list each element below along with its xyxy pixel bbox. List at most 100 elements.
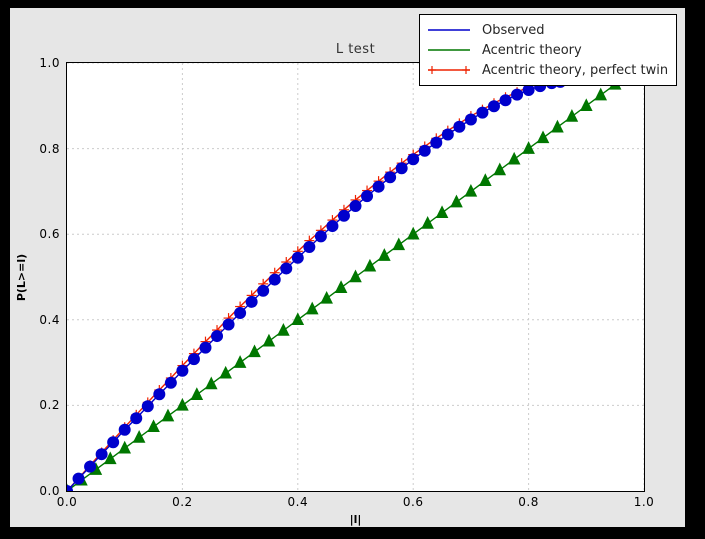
marker-triangle xyxy=(334,280,348,293)
y-tick-label: 0.6 xyxy=(39,227,60,242)
marker-triangle xyxy=(435,205,449,219)
marker-triangle xyxy=(579,98,593,112)
figure-canvas: L test P(L>=l) 0.0 0.2 0.4 0.6 0.8 1.0 0.0 0.2… xyxy=(10,8,685,527)
marker-triangle xyxy=(305,301,319,315)
marker-triangle xyxy=(493,162,507,176)
marker-circle xyxy=(199,341,212,354)
marker-triangle xyxy=(320,290,333,304)
marker-triangle xyxy=(277,323,290,336)
legend-label-acentric-theory: Acentric theory xyxy=(482,42,582,58)
marker-circle xyxy=(511,88,524,101)
marker-circle xyxy=(222,318,235,331)
marker-triangle xyxy=(132,430,146,443)
marker-circle xyxy=(464,113,477,126)
series-acentric-theory xyxy=(67,63,644,491)
legend-swatch-acentric-theory-perfect-twin xyxy=(428,66,470,74)
marker-triangle xyxy=(161,408,175,422)
marker-circle xyxy=(257,284,270,297)
marker-triangle xyxy=(479,173,492,186)
x-tick-label: 0.6 xyxy=(402,495,424,509)
marker-triangle xyxy=(594,87,608,101)
marker-circle xyxy=(280,262,293,275)
marker-triangle xyxy=(190,387,204,400)
grid-lines xyxy=(67,63,644,491)
marker-circle xyxy=(107,436,120,449)
marker-circle xyxy=(245,295,258,308)
marker-triangle xyxy=(103,451,117,465)
marker-triangle xyxy=(406,226,420,240)
marker-triangle xyxy=(363,258,377,272)
marker-triangle xyxy=(118,440,132,454)
marker-triangle xyxy=(522,141,535,154)
marker-triangle xyxy=(291,312,305,326)
marker-triangle xyxy=(262,333,276,347)
marker-circle xyxy=(395,162,408,175)
marker-triangle xyxy=(349,269,362,283)
chart-title: L test xyxy=(335,42,376,57)
x-tick-label: 1.0 xyxy=(633,495,655,509)
marker-circle xyxy=(176,364,189,377)
legend-item-acentric-theory: Acentric theory xyxy=(426,40,668,60)
marker-triangle xyxy=(248,344,261,358)
series-observed xyxy=(67,75,567,491)
marker-triangle xyxy=(450,194,463,208)
legend-swatch-acentric-theory xyxy=(428,49,470,51)
legend-item-acentric-theory-perfect-twin: Acentric theory, perfect twin xyxy=(426,60,668,80)
marker-triangle xyxy=(464,183,478,197)
marker-triangle xyxy=(565,109,579,122)
marker-circle xyxy=(476,106,489,119)
marker-triangle xyxy=(204,376,218,390)
marker-circle xyxy=(84,460,97,473)
x-tick-label: 0.2 xyxy=(172,495,193,509)
marker-triangle xyxy=(219,365,232,379)
marker-circle xyxy=(130,412,143,425)
marker-circle xyxy=(211,330,224,343)
marker-triangle xyxy=(536,130,550,144)
legend-label-observed: Observed xyxy=(482,22,545,38)
marker-circle xyxy=(418,144,431,157)
marker-circle xyxy=(522,83,535,96)
marker-circle xyxy=(361,190,374,203)
marker-circle xyxy=(441,128,454,141)
chart-legend: Observed Acentric theory Acentric theory… xyxy=(419,14,678,86)
y-tick-label: 1.0 xyxy=(39,56,60,70)
x-axis-ticks: 0.0 0.2 0.4 0.6 0.8 1.0 xyxy=(57,495,654,515)
marker-triangle xyxy=(233,355,247,368)
x-tick-label: 0.0 xyxy=(56,495,78,509)
marker-triangle xyxy=(378,248,391,261)
marker-circle xyxy=(268,273,281,286)
marker-circle xyxy=(303,241,316,254)
marker-triangle xyxy=(421,216,434,229)
marker-circle xyxy=(72,472,85,485)
marker-circle xyxy=(118,423,131,436)
marker-triangle xyxy=(392,237,406,251)
y-axis-ticks: 0.0 0.2 0.4 0.6 0.8 1.0 xyxy=(10,56,60,498)
marker-circle xyxy=(164,376,177,389)
legend-item-observed: Observed xyxy=(426,20,668,40)
x-tick-label: 0.8 xyxy=(518,495,539,509)
marker-circle xyxy=(337,209,350,222)
y-tick-label: 0.2 xyxy=(39,398,60,413)
marker-circle xyxy=(349,199,362,212)
marker-circle xyxy=(234,306,247,319)
marker-circle xyxy=(372,180,385,193)
marker-circle xyxy=(95,448,108,461)
y-tick-label: 0.0 xyxy=(39,484,60,498)
marker-circle xyxy=(187,353,200,366)
plot-svg xyxy=(67,63,644,491)
y-tick-label: 0.8 xyxy=(39,141,60,156)
marker-circle xyxy=(291,251,304,264)
legend-swatch-observed xyxy=(428,29,470,31)
marker-circle xyxy=(384,171,397,184)
series-line xyxy=(67,81,562,491)
marker-triangle xyxy=(147,419,160,433)
marker-circle xyxy=(487,100,500,113)
marker-triangle xyxy=(551,119,564,133)
marker-triangle xyxy=(176,397,189,411)
y-tick-label: 0.4 xyxy=(39,312,60,327)
x-tick-label: 0.4 xyxy=(287,495,309,509)
x-axis-label: |l| xyxy=(349,513,362,526)
marker-circle xyxy=(314,230,327,243)
marker-circle xyxy=(67,485,73,491)
marker-circle xyxy=(141,400,154,413)
